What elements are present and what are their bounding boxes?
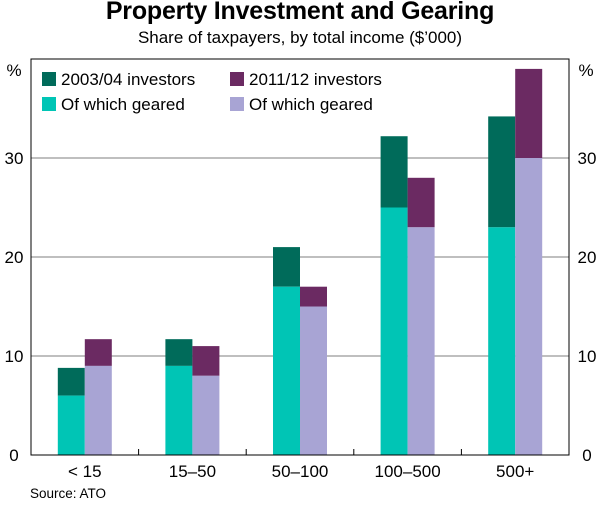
bar-2011-12-geared-0: [84, 365, 112, 455]
x-tick-label-0: < 15: [68, 462, 102, 481]
x-tick-label-1: 15–50: [169, 462, 216, 481]
bar-2003-04-geared-2: [273, 286, 300, 455]
bar-2003-04-geared-4: [488, 227, 516, 455]
x-tick-label-2: 50–100: [272, 462, 329, 481]
legend-swatch-2003-geared: [42, 97, 56, 111]
bar-2011-12-geared-2: [300, 306, 327, 455]
y-tick-right-20: 20: [578, 248, 597, 267]
bar-2011-12-geared-3: [407, 227, 435, 455]
legend-label-2011-investors: 2011/12 investors: [249, 70, 382, 89]
legend-label-2011-geared: Of which geared: [249, 95, 373, 114]
source-note: Source: ATO: [30, 486, 107, 501]
y-tick-right-10: 10: [578, 347, 597, 366]
bar-2003-04-investors-4: [488, 116, 516, 228]
bar-2011-12-investors-0: [84, 339, 112, 366]
x-tick-label-3: 100–500: [375, 462, 441, 481]
y-tick-right-30: 30: [578, 149, 597, 168]
bar-2003-04-geared-3: [380, 207, 408, 455]
bars: [57, 68, 543, 455]
bar-2003-04-investors-2: [273, 247, 300, 287]
bar-2003-04-investors-3: [380, 136, 408, 208]
y-unit-right: %: [578, 61, 593, 80]
bar-2011-12-investors-1: [192, 346, 220, 376]
y-tick-left-10: 10: [5, 347, 24, 366]
y-tick-right-0: 0: [582, 446, 591, 465]
axes: % % 0 0 10 10 20 20 30 30 < 15 15–50 50–100 100–500…: [5, 61, 597, 481]
bar-2011-12-geared-4: [515, 158, 543, 455]
bar-2003-04-investors-0: [57, 367, 85, 396]
y-tick-left-0: 0: [9, 446, 18, 465]
x-tick-label-4: 500+: [496, 462, 534, 481]
legend: 2003/04 investors 2011/12 investors Of w…: [42, 70, 382, 114]
legend-swatch-2011-geared: [230, 97, 244, 111]
bar-2011-12-geared-1: [192, 375, 220, 455]
legend-label-2003-geared: Of which geared: [61, 95, 185, 114]
bar-2003-04-geared-1: [165, 365, 193, 455]
y-unit-left: %: [6, 61, 21, 80]
bar-2011-12-investors-2: [300, 286, 327, 307]
chart-title: Property Investment and Gearing: [105, 0, 495, 25]
legend-swatch-2011-investors: [230, 72, 244, 86]
chart-subtitle: Share of taxpayers, by total income ($’0…: [137, 28, 463, 47]
legend-label-2003-investors: 2003/04 investors: [61, 70, 195, 89]
plot-frame: [30, 58, 570, 456]
bar-2003-04-investors-1: [165, 339, 193, 366]
bar-2011-12-investors-4: [515, 68, 543, 158]
y-tick-left-30: 30: [5, 149, 24, 168]
y-tick-left-20: 20: [5, 248, 24, 267]
legend-swatch-2003-investors: [42, 72, 56, 86]
bar-2011-12-investors-3: [407, 177, 435, 228]
bar-2003-04-geared-0: [57, 395, 85, 455]
